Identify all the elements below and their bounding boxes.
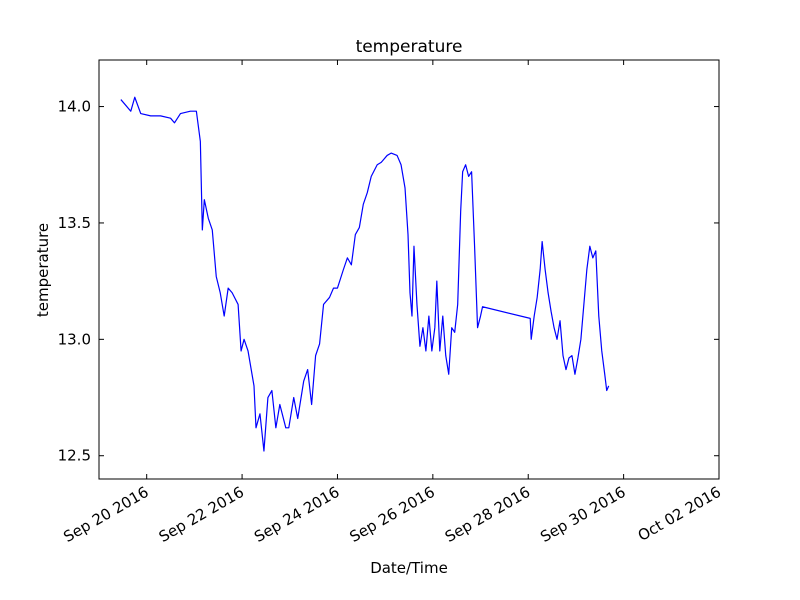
chart-title: temperature [356, 37, 463, 57]
plot-area [120, 96, 610, 452]
y-tick-label: 12.5 [58, 447, 91, 465]
axes-frame [98, 59, 720, 480]
y-tick-label: 14.0 [58, 98, 91, 116]
y-tick-label: 13.5 [58, 214, 91, 232]
y-tick-label: 13.0 [58, 330, 91, 348]
data-line [120, 96, 610, 452]
y-axis-label: temperature [34, 223, 52, 317]
x-axis-label: Date/Time [370, 559, 448, 577]
